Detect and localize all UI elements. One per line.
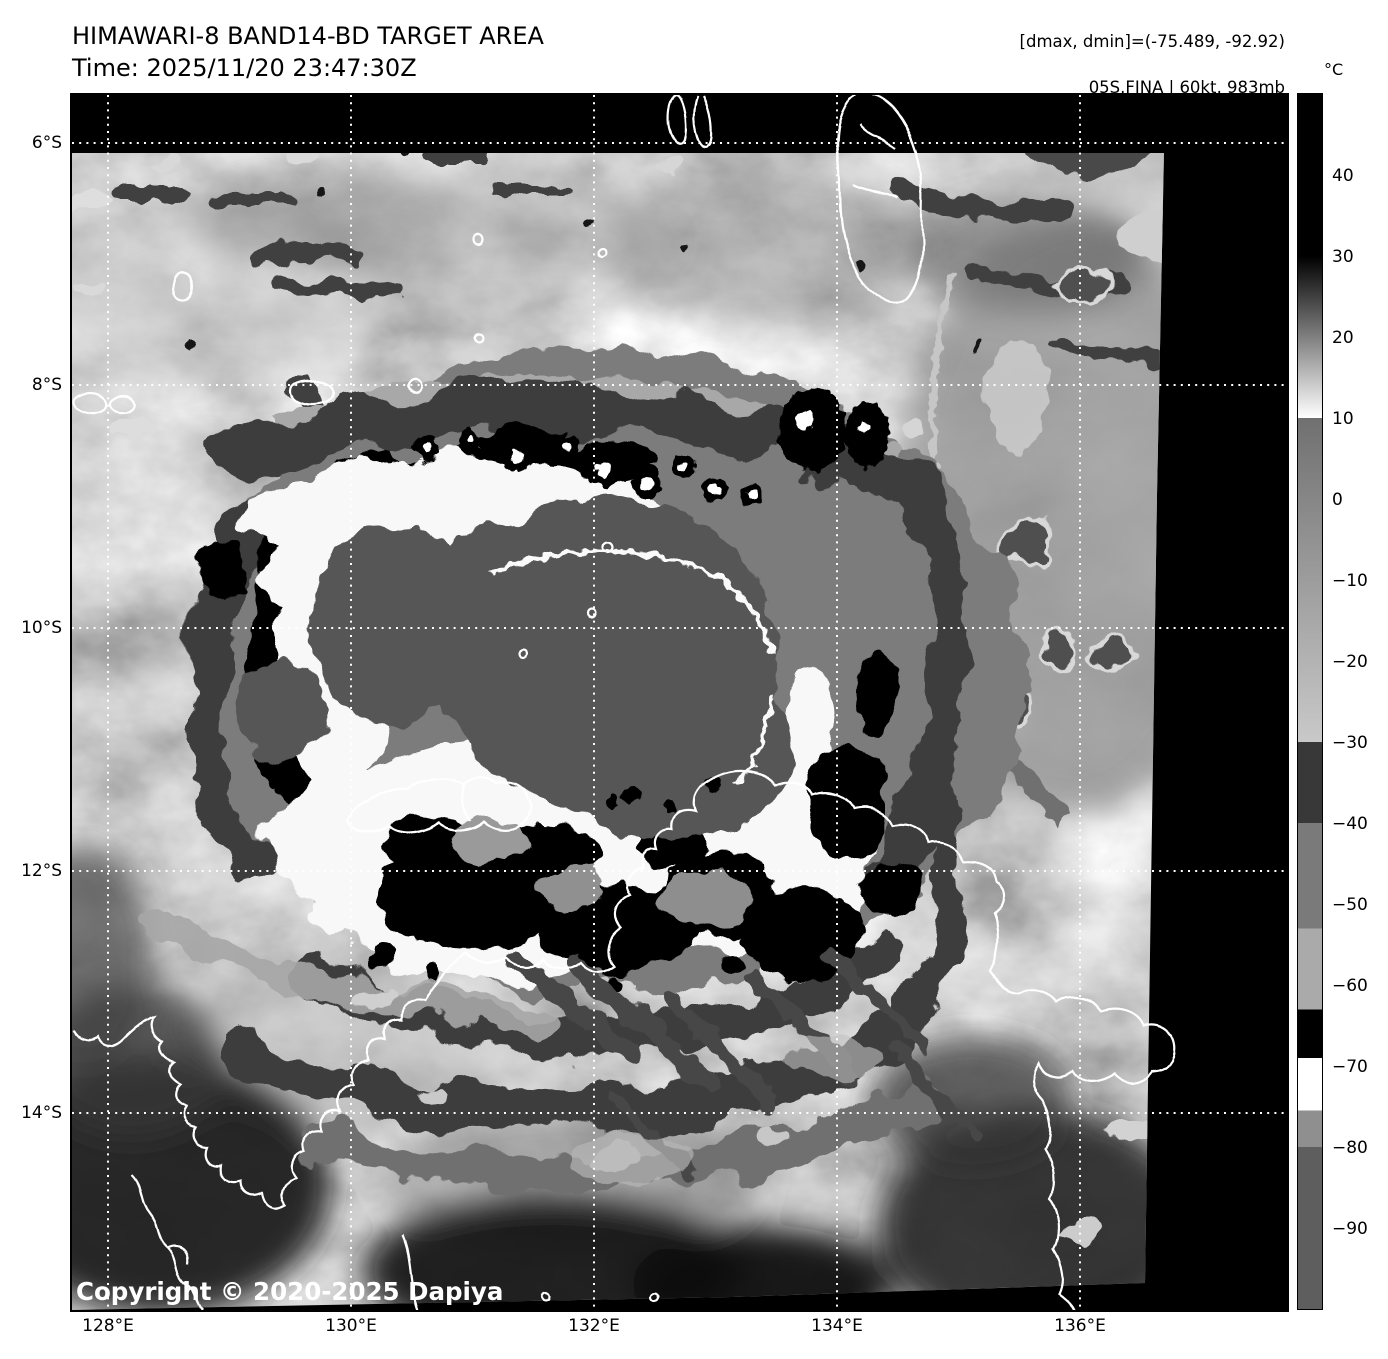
north-convective-scallops (414, 388, 889, 506)
cbar-tick-m10: −10 (1332, 571, 1368, 591)
header-right-info: [dmax, dmin]=(-75.489, -92.92) 05S.FINA … (1020, 30, 1285, 99)
lon-label-136E: 136°E (1054, 1316, 1106, 1336)
kei-islands-coast-2 (692, 95, 713, 148)
cbar-tick-m50: −50 (1332, 895, 1368, 915)
lat-label-6S: 6°S (31, 133, 62, 153)
lat-label-8S: 8°S (31, 375, 62, 395)
southern-light-patches (350, 990, 1158, 1240)
cbar-tick-20: 20 (1332, 328, 1354, 348)
kimberley-coast (131, 1174, 420, 1310)
lon-label-132E: 132°E (568, 1316, 620, 1336)
upper-cloud-patches (72, 153, 1164, 437)
dmax-dmin-readout: [dmax, dmin]=(-75.489, -92.92) (1019, 32, 1285, 51)
cold-black-patches-south (370, 651, 926, 988)
environment-shading (72, 153, 1164, 1310)
graticule-grid (72, 95, 1287, 1310)
cbar-tick-m70: −70 (1332, 1057, 1368, 1077)
nt-mainland-coast (73, 773, 721, 1210)
temperature-colorbar (1297, 93, 1323, 1310)
copyright-watermark: Copyright © 2020-2025 Dapiya (76, 1277, 504, 1306)
satellite-map[interactable]: Copyright © 2020-2025 Dapiya (70, 93, 1289, 1312)
lon-label-134E: 134°E (811, 1316, 863, 1336)
core-edge-black-nicks (605, 778, 719, 815)
cbar-tick-40: 40 (1332, 166, 1354, 186)
tiwi-islands-coast (345, 776, 532, 835)
lon-label-128E: 128°E (82, 1316, 134, 1336)
lon-label-130E: 130°E (325, 1316, 377, 1336)
cbar-tick-0: 0 (1332, 490, 1343, 510)
page-title: HIMAWARI-8 BAND14-BD TARGET AREA (72, 22, 544, 50)
arnhem-gove-coast (719, 769, 1176, 1310)
lat-label-10S: 10°S (21, 618, 62, 638)
aru-islands-coast (836, 95, 924, 305)
timestamp: Time: 2025/11/20 23:47:30Z (72, 54, 417, 82)
storm-info-readout: 05S.FINA | 60kt, 983mb (1088, 78, 1285, 97)
cbar-tick-m90: −90 (1332, 1219, 1368, 1239)
cbar-tick-m80: −80 (1332, 1138, 1368, 1158)
coastlines (72, 95, 1176, 1310)
core-white-rim (491, 549, 775, 787)
cbar-tick-m20: −20 (1332, 652, 1368, 672)
satellite-image (72, 95, 1287, 1310)
colorbar-unit-label: °C (1324, 60, 1344, 79)
cbar-tick-10: 10 (1332, 409, 1354, 429)
cbar-tick-m40: −40 (1332, 814, 1368, 834)
lat-label-12S: 12°S (21, 861, 62, 881)
satellite-data-swath (72, 153, 1164, 1310)
cbar-tick-m60: −60 (1332, 976, 1368, 996)
aru-islands-channels (853, 124, 899, 200)
cbar-tick-30: 30 (1332, 247, 1354, 267)
lat-label-14S: 14°S (21, 1103, 62, 1123)
kei-islands-coast (667, 95, 687, 145)
cbar-tick-m30: −30 (1332, 733, 1368, 753)
